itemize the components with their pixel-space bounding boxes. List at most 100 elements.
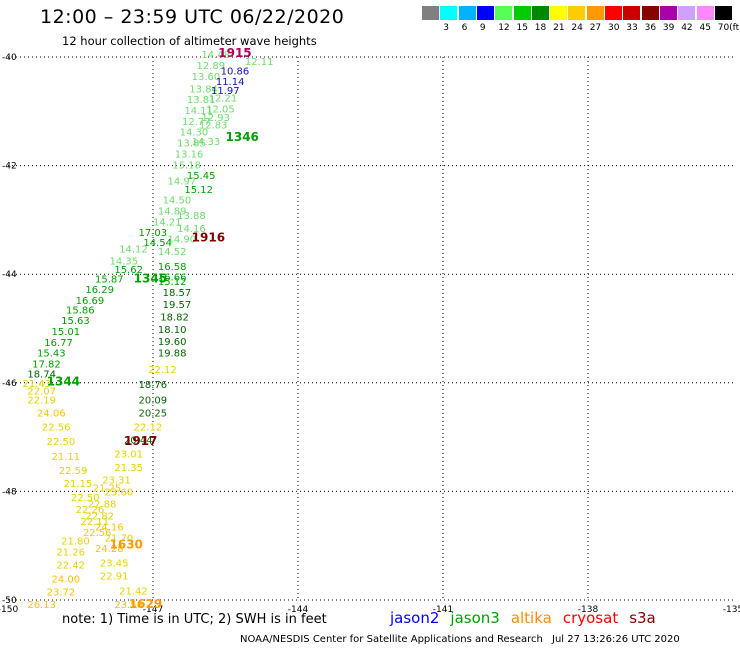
- y-tick-label: -40: [2, 53, 17, 63]
- wave-height-label: 14.11: [184, 106, 213, 117]
- pass-time-label: 1917: [124, 434, 157, 448]
- pass-time-label: 1630: [110, 537, 143, 551]
- x-tick-label: -141: [433, 605, 453, 615]
- colorbar-swatch: [495, 6, 513, 20]
- colorbar-swatch: [440, 6, 458, 20]
- x-tick-label: -138: [578, 605, 599, 615]
- x-tick-label: -135: [723, 605, 740, 615]
- wave-height-label: 14.90: [168, 235, 197, 246]
- wave-height-label: 15.62: [114, 265, 143, 276]
- colorbar-swatch: [714, 6, 732, 20]
- wave-height-label: 17.03: [139, 228, 168, 239]
- pass-time-label: 1916: [192, 231, 225, 245]
- generation-timestamp: Jul 27 13:26:26 UTC 2020: [552, 634, 680, 645]
- colorbar-swatch: [605, 6, 622, 20]
- axis-ticks: -150 -147 -144 -141 -138 -135 -40 -42 -44 -46 -48 -…: [0, 53, 740, 615]
- wave-height-label: 14.35: [110, 256, 139, 267]
- wave-height-label: 16.69: [76, 296, 105, 307]
- wave-height-label: 21.80: [61, 537, 90, 548]
- colorbar-label: 45: [699, 23, 711, 33]
- wave-height-label: 22.12: [134, 423, 163, 434]
- colorbar-label: 6: [461, 23, 468, 33]
- colorbar-swatch: [550, 6, 568, 20]
- pass-time-label: 1346: [226, 130, 259, 144]
- wave-height-label: 10.86: [221, 66, 250, 77]
- wave-height-label: 24.00: [52, 575, 81, 586]
- wave-height-label: 12.89: [197, 61, 226, 72]
- wave-height-label: 13.60: [192, 72, 221, 83]
- legend-item-jason3: jason3: [450, 609, 500, 627]
- wave-height-label: 23.31: [102, 475, 131, 486]
- colorbar-swatch: [568, 6, 586, 20]
- colorbar-swatch: [678, 6, 696, 20]
- wave-height-label: 14.52: [158, 247, 187, 258]
- wave-height-label: 20.09: [139, 395, 168, 406]
- wave-height-label: 15.01: [52, 327, 81, 338]
- colorbar-label: 18: [534, 23, 547, 33]
- wave-height-label: 18.74: [27, 369, 56, 380]
- wave-height-label: 22.42: [56, 561, 85, 572]
- data-points: 14.48 12.11 12.8910.8613.6011.1413.8411.97…: [23, 50, 274, 611]
- footer-note: note: 1) Time is in UTC; 2) SWH is in fe…: [62, 612, 327, 627]
- wave-height-label: 12.11: [245, 57, 274, 68]
- colorbar-unit: (ft): [729, 23, 740, 33]
- colorbar-swatch: [696, 6, 714, 20]
- wave-height-label: 18.82: [160, 312, 189, 323]
- wave-height-label: 20.25: [139, 408, 168, 419]
- colorbar-swatch: [659, 6, 677, 20]
- y-tick-label: -50: [2, 596, 17, 606]
- colorbar-label: 3: [443, 23, 450, 33]
- colorbar-label: 9: [479, 23, 486, 33]
- wave-height-label: 14.89: [158, 206, 187, 217]
- wave-height-label: 11.97: [211, 86, 240, 97]
- y-tick-label: -42: [2, 162, 17, 172]
- colorbar-swatch: [513, 6, 531, 20]
- chart-grid: [8, 56, 733, 601]
- wave-height-label: 14.48: [201, 50, 230, 61]
- wave-height-label: 19.88: [158, 349, 187, 360]
- page-title: 12:00 – 23:59 UTC 06/22/2020: [40, 6, 345, 28]
- wave-height-label: 21.42: [119, 587, 148, 598]
- colorbar-swatch: [586, 6, 604, 20]
- colorbar-label: 36: [644, 23, 657, 33]
- y-tick-label: -44: [2, 270, 17, 280]
- wave-height-label: 15.18: [172, 160, 201, 171]
- wave-height-label: 22.50: [47, 437, 76, 448]
- wave-height-label: 26.13: [27, 600, 56, 611]
- wave-height-label: 20.44: [124, 436, 153, 447]
- wave-height-label: 19.60: [158, 337, 187, 348]
- wave-height-label: 21.25: [93, 483, 122, 494]
- wave-height-label: 22.12: [148, 365, 177, 376]
- wave-height-label: 19.57: [163, 300, 192, 311]
- wave-height-label: 15.87: [95, 274, 124, 285]
- page-subtitle: 12 hour collection of altimeter wave hei…: [62, 34, 317, 48]
- wave-height-label: 13.88: [177, 211, 206, 222]
- y-tick-label: -46: [2, 379, 17, 389]
- wave-height-label: 24.28: [95, 544, 124, 555]
- wave-height-label: 18.57: [163, 288, 192, 299]
- colorbar-swatch: [458, 6, 476, 20]
- satellite-legend: jason2 jason3 altika cryosat s3a: [390, 609, 667, 627]
- wave-height-label: 22.11: [81, 517, 110, 528]
- colorbar-label: 27: [589, 23, 602, 33]
- colorbar-swatch: [531, 6, 549, 20]
- wave-height-label: 13.16: [175, 149, 204, 160]
- legend-item-cryosat: cryosat: [562, 609, 619, 627]
- wave-height-label: 16.77: [44, 338, 73, 349]
- wave-height-label: 14.97: [168, 177, 197, 188]
- wave-height-label: 12.83: [199, 121, 228, 132]
- wave-height-label: 14.50: [163, 196, 192, 207]
- legend-item-jason2: jason2: [390, 609, 440, 627]
- wave-height-label: 24.06: [37, 408, 66, 419]
- y-tick-label: -48: [2, 487, 17, 497]
- wave-height-label: 23.01: [114, 450, 143, 461]
- wave-height-label: 11.14: [216, 77, 245, 88]
- wave-height-label: 22.82: [85, 512, 114, 523]
- wave-height-label: 12.21: [209, 94, 238, 105]
- wave-height-label: 21.35: [114, 463, 143, 474]
- wave-height-label: 21.43: [23, 379, 52, 390]
- wave-height-label: 23.45: [100, 558, 129, 569]
- credit-line: NOAA/NESDIS Center for Satellite Applica…: [240, 634, 543, 645]
- wave-height-label: 16.29: [85, 285, 114, 296]
